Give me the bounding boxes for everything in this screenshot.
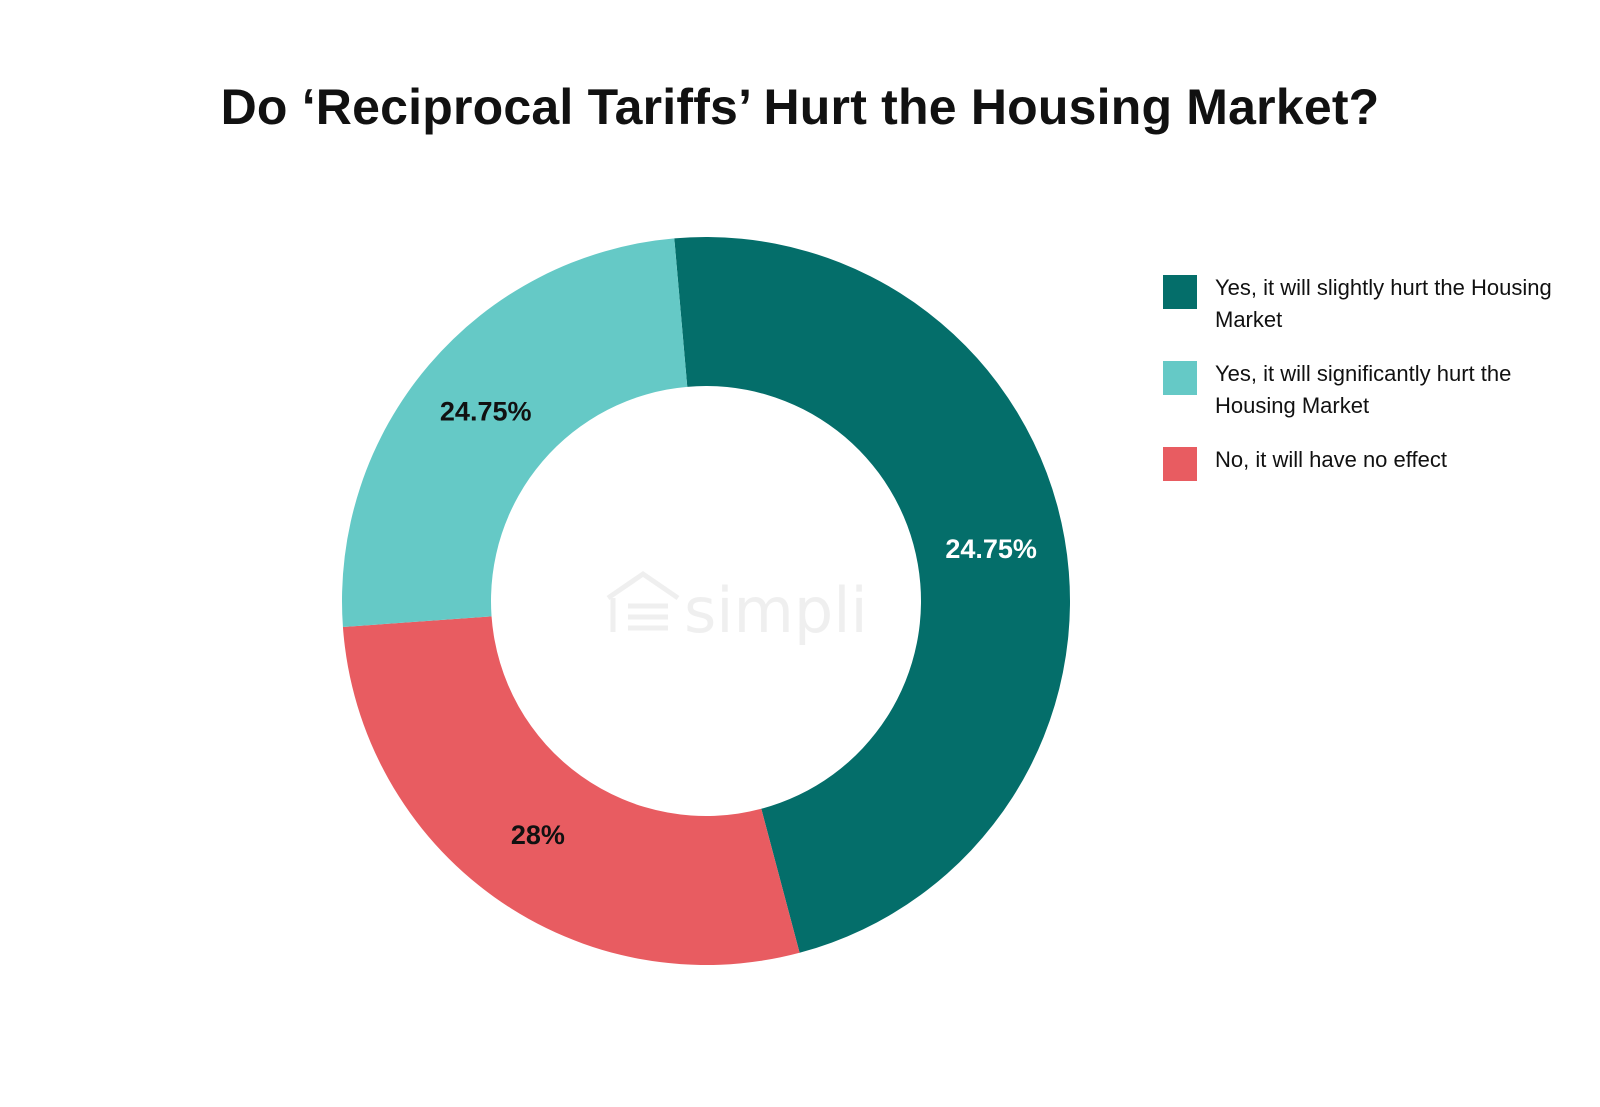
slice-labels: 24.75% 28% 24.75% — [440, 396, 1037, 850]
legend-label: Yes, it will slightly hurt the Housing M… — [1215, 275, 1552, 332]
legend-label: No, it will have no effect — [1215, 447, 1447, 472]
slice-value-label: 24.75% — [440, 396, 532, 426]
slice-value-label: 24.75% — [945, 534, 1037, 564]
watermark-logo: simpli — [606, 570, 868, 647]
donut-slice — [674, 237, 1071, 953]
house-roof-icon — [606, 570, 680, 601]
watermark-text: simpli — [684, 574, 868, 647]
donut-slice — [342, 616, 800, 965]
legend-swatch — [1163, 361, 1197, 395]
legend-item: No, it will have no effect — [1163, 444, 1583, 481]
donut-slices — [342, 237, 1071, 965]
legend: Yes, it will slightly hurt the Housing M… — [1163, 272, 1583, 500]
legend-swatch — [1163, 447, 1197, 481]
chart-title: Do ‘Reciprocal Tariffs’ Hurt the Housing… — [220, 79, 1380, 135]
legend-item: Yes, it will slightly hurt the Housing M… — [1163, 272, 1583, 336]
legend-swatch — [1163, 275, 1197, 309]
donut-slice — [342, 238, 688, 628]
slice-value-label: 28% — [511, 820, 565, 850]
legend-item: Yes, it will significantly hurt the Hous… — [1163, 358, 1583, 422]
legend-label: Yes, it will significantly hurt the Hous… — [1215, 361, 1512, 418]
